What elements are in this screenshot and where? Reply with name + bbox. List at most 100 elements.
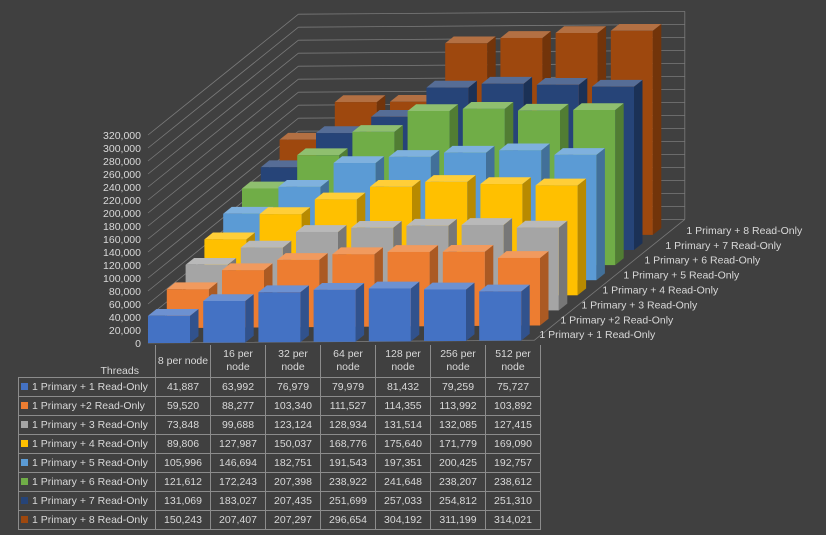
bar-top: [573, 103, 624, 111]
table-cell: 127,415: [485, 415, 541, 435]
bar-side: [558, 220, 568, 311]
bar: [203, 294, 254, 343]
table-cell: 123,124: [265, 415, 321, 435]
series-axis-label: 1 Primary + 8 Read-Only: [686, 225, 803, 237]
bar: [148, 308, 199, 343]
bar-top: [518, 103, 569, 111]
legend-swatch-icon: [21, 421, 28, 428]
table-cell: 251,699: [320, 491, 376, 511]
table-row: 1 Primary + 3 Read-Only 73,848 99,688 123,1…: [18, 415, 541, 435]
category-header: 32 per node: [265, 345, 321, 378]
gridline-left-wall: [147, 52, 299, 175]
table-cell: 311,199: [430, 510, 486, 530]
gridline-left-wall: [147, 104, 299, 227]
bar-top: [277, 253, 328, 260]
series-name: 1 Primary + 4 Read-Only: [32, 438, 148, 450]
y-tick-label: 240,000: [103, 182, 141, 194]
y-axis-ticks: 020,00040,00060,00080,000100,000120,0001…: [103, 130, 141, 350]
category-header: 8 per node: [155, 345, 211, 378]
bar-top: [424, 282, 475, 290]
table-row: 1 Primary +2 Read-Only 59,520 88,277 103,34…: [18, 396, 541, 416]
table-cell: 88,277: [210, 396, 266, 416]
y-tick-label: 300,000: [103, 143, 141, 155]
table-cell: 103,340: [265, 396, 321, 416]
table-cell: 75,727: [485, 377, 541, 397]
table-cell: 73,848: [155, 415, 211, 435]
series-axis-label: 1 Primary + 4 Read-Only: [602, 285, 719, 297]
bar-top: [461, 218, 513, 225]
bar-top: [554, 148, 605, 155]
bar-top: [535, 178, 587, 186]
gridline-left-wall: [147, 117, 299, 240]
series-axis-label: 1 Primary +2 Read-Only: [560, 314, 674, 326]
gridline-left-wall: [147, 65, 299, 188]
bar-top: [166, 282, 218, 290]
bar-side: [466, 282, 475, 341]
bar-side: [634, 79, 643, 250]
bar-top: [222, 263, 273, 271]
series-name: 1 Primary + 8 Read-Only: [32, 514, 148, 526]
table-cell: 111,527: [320, 396, 376, 416]
legend-entry: 1 Primary + 1 Read-Only: [18, 377, 156, 397]
table-cell: 296,654: [320, 510, 376, 530]
table-cell: 150,243: [155, 510, 211, 530]
bar-top: [258, 285, 309, 293]
table-cell: 113,992: [430, 396, 486, 416]
data-table-header-row: Threads 8 per node 16 per node 32 per node…: [18, 345, 541, 378]
series-axis-label: 1 Primary + 1 Read-Only: [539, 329, 656, 341]
bar-side: [615, 103, 624, 266]
bar-top: [462, 102, 514, 109]
table-row: 1 Primary + 7 Read-Only 131,069 183,027 207…: [18, 491, 541, 511]
series-axis-label: 1 Primary + 6 Read-Only: [644, 255, 761, 267]
bar-top: [333, 156, 385, 164]
table-cell: 114,355: [375, 396, 431, 416]
bar: [424, 282, 475, 341]
bar-top: [426, 80, 477, 88]
y-tick-label: 200,000: [103, 208, 141, 220]
bar: [368, 281, 420, 342]
table-cell: 76,979: [265, 377, 321, 397]
table-cell: 146,694: [210, 453, 266, 473]
gridline-left-wall: [147, 26, 299, 149]
bar-front: [203, 301, 246, 343]
bar-front: [368, 288, 411, 342]
table-cell: 182,751: [265, 453, 321, 473]
bar-top: [407, 104, 459, 112]
gridline-left-wall: [147, 13, 299, 136]
bar-side: [540, 251, 549, 326]
series-name: 1 Primary + 5 Read-Only: [32, 457, 148, 469]
table-cell: 254,812: [430, 491, 486, 511]
data-table: Threads 8 per node 16 per node 32 per node…: [18, 345, 541, 530]
series-axis-labels: 1 Primary + 1 Read-Only 1 Primary +2 Read…: [539, 225, 803, 341]
table-cell: 241,648: [375, 472, 431, 492]
bar-top: [610, 23, 662, 31]
bar-front: [258, 292, 301, 343]
bar-front: [424, 289, 466, 341]
bar-top: [500, 31, 551, 38]
table-cell: 171,779: [430, 434, 486, 454]
table-cell: 238,922: [320, 472, 376, 492]
table-cell: 81,432: [375, 377, 431, 397]
bar-top: [481, 76, 533, 84]
bar-side: [652, 23, 662, 235]
chart-bars: [148, 23, 662, 343]
bar-top: [406, 218, 457, 226]
legend-entry: 1 Primary +2 Read-Only: [18, 396, 156, 416]
bar-top: [203, 294, 254, 302]
legend-swatch-icon: [21, 497, 28, 504]
bar-top: [240, 240, 292, 248]
bar-top: [297, 148, 348, 156]
bar-side: [355, 283, 365, 342]
series-name: 1 Primary + 3 Read-Only: [32, 419, 148, 431]
table-cell: 175,640: [375, 434, 431, 454]
bar-top: [313, 283, 365, 290]
bar-top: [442, 245, 494, 252]
bar-top: [370, 179, 421, 187]
gridline-left-wall: [147, 91, 299, 214]
y-tick-label: 60,000: [109, 299, 141, 311]
table-cell: 79,259: [430, 377, 486, 397]
category-header: 256 per node: [430, 345, 486, 378]
x-axis-title: Threads: [18, 345, 156, 378]
bar-top: [259, 207, 311, 215]
table-cell: 172,243: [210, 472, 266, 492]
